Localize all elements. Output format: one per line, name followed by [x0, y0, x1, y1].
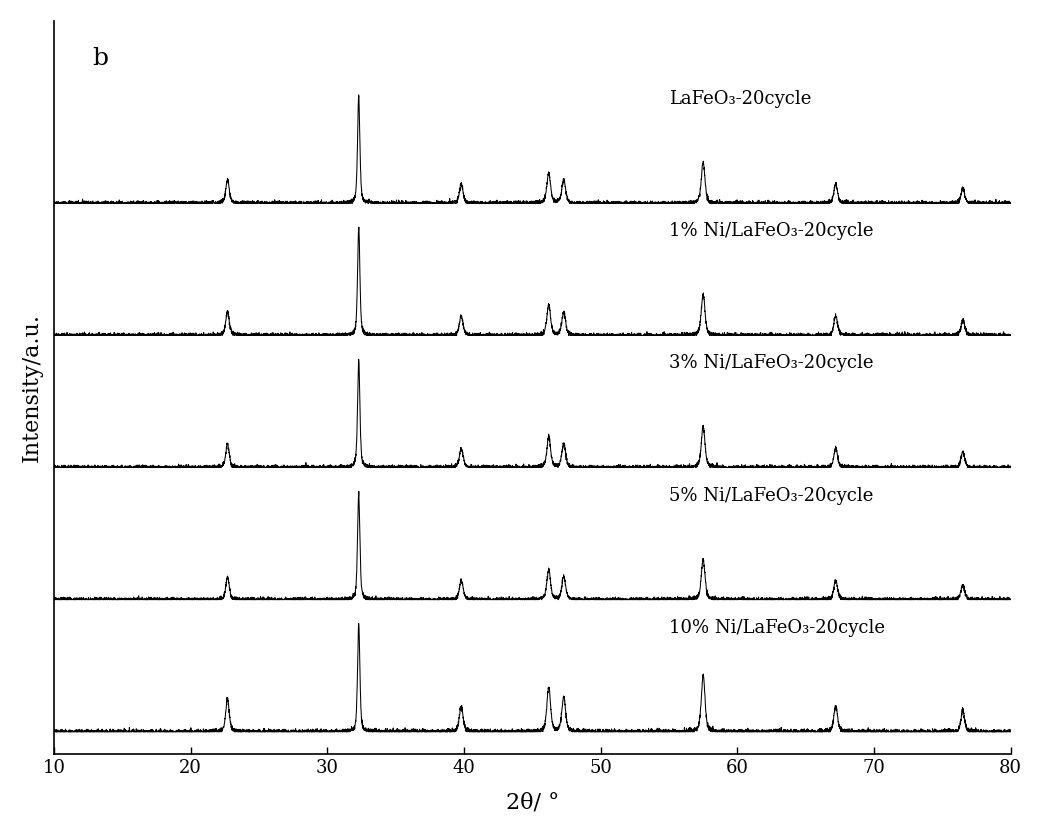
Text: 1% Ni/LaFeO₃-20cycle: 1% Ni/LaFeO₃-20cycle	[669, 223, 873, 240]
X-axis label: 2θ/ °: 2θ/ °	[506, 791, 559, 813]
Text: LaFeO₃-20cycle: LaFeO₃-20cycle	[669, 90, 811, 108]
Text: 10% Ni/LaFeO₃-20cycle: 10% Ni/LaFeO₃-20cycle	[669, 619, 884, 636]
Y-axis label: Intensity/a.u.: Intensity/a.u.	[21, 313, 43, 462]
Text: 5% Ni/LaFeO₃-20cycle: 5% Ni/LaFeO₃-20cycle	[669, 486, 873, 505]
Text: b: b	[92, 47, 108, 69]
Text: 3% Ni/LaFeO₃-20cycle: 3% Ni/LaFeO₃-20cycle	[669, 354, 873, 373]
